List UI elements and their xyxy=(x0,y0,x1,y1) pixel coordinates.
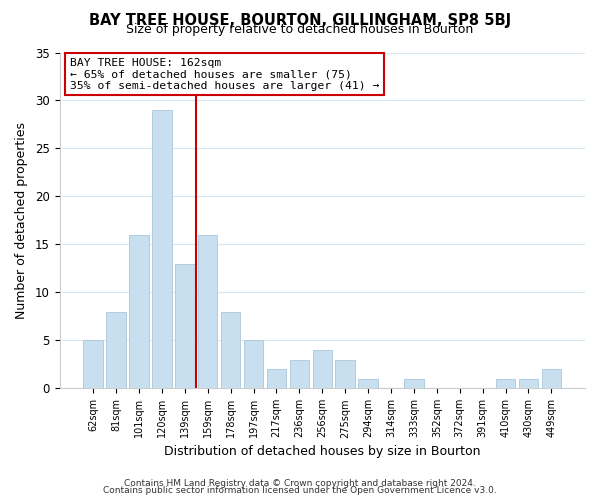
Bar xyxy=(244,340,263,388)
Bar xyxy=(175,264,194,388)
Bar xyxy=(404,378,424,388)
Text: Contains public sector information licensed under the Open Government Licence v3: Contains public sector information licen… xyxy=(103,486,497,495)
Bar xyxy=(496,378,515,388)
Bar xyxy=(313,350,332,389)
Bar xyxy=(129,235,149,388)
Text: BAY TREE HOUSE: 162sqm
← 65% of detached houses are smaller (75)
35% of semi-det: BAY TREE HOUSE: 162sqm ← 65% of detached… xyxy=(70,58,379,90)
Bar xyxy=(106,312,126,388)
Text: BAY TREE HOUSE, BOURTON, GILLINGHAM, SP8 5BJ: BAY TREE HOUSE, BOURTON, GILLINGHAM, SP8… xyxy=(89,12,511,28)
Text: Size of property relative to detached houses in Bourton: Size of property relative to detached ho… xyxy=(127,22,473,36)
Bar xyxy=(152,110,172,388)
X-axis label: Distribution of detached houses by size in Bourton: Distribution of detached houses by size … xyxy=(164,444,481,458)
Text: Contains HM Land Registry data © Crown copyright and database right 2024.: Contains HM Land Registry data © Crown c… xyxy=(124,478,476,488)
Y-axis label: Number of detached properties: Number of detached properties xyxy=(15,122,28,319)
Bar xyxy=(519,378,538,388)
Bar xyxy=(542,369,561,388)
Bar xyxy=(290,360,309,388)
Bar xyxy=(335,360,355,388)
Bar xyxy=(221,312,241,388)
Bar xyxy=(267,369,286,388)
Bar xyxy=(83,340,103,388)
Bar xyxy=(358,378,378,388)
Bar xyxy=(198,235,217,388)
